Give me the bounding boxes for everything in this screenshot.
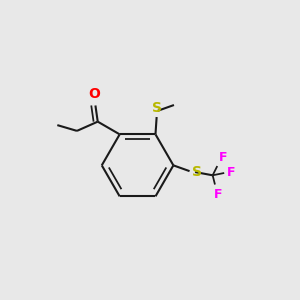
Text: O: O	[88, 87, 100, 101]
Text: S: S	[152, 101, 162, 115]
Text: F: F	[214, 188, 222, 201]
Text: S: S	[192, 165, 202, 179]
Text: F: F	[226, 167, 235, 179]
Text: F: F	[218, 151, 227, 164]
